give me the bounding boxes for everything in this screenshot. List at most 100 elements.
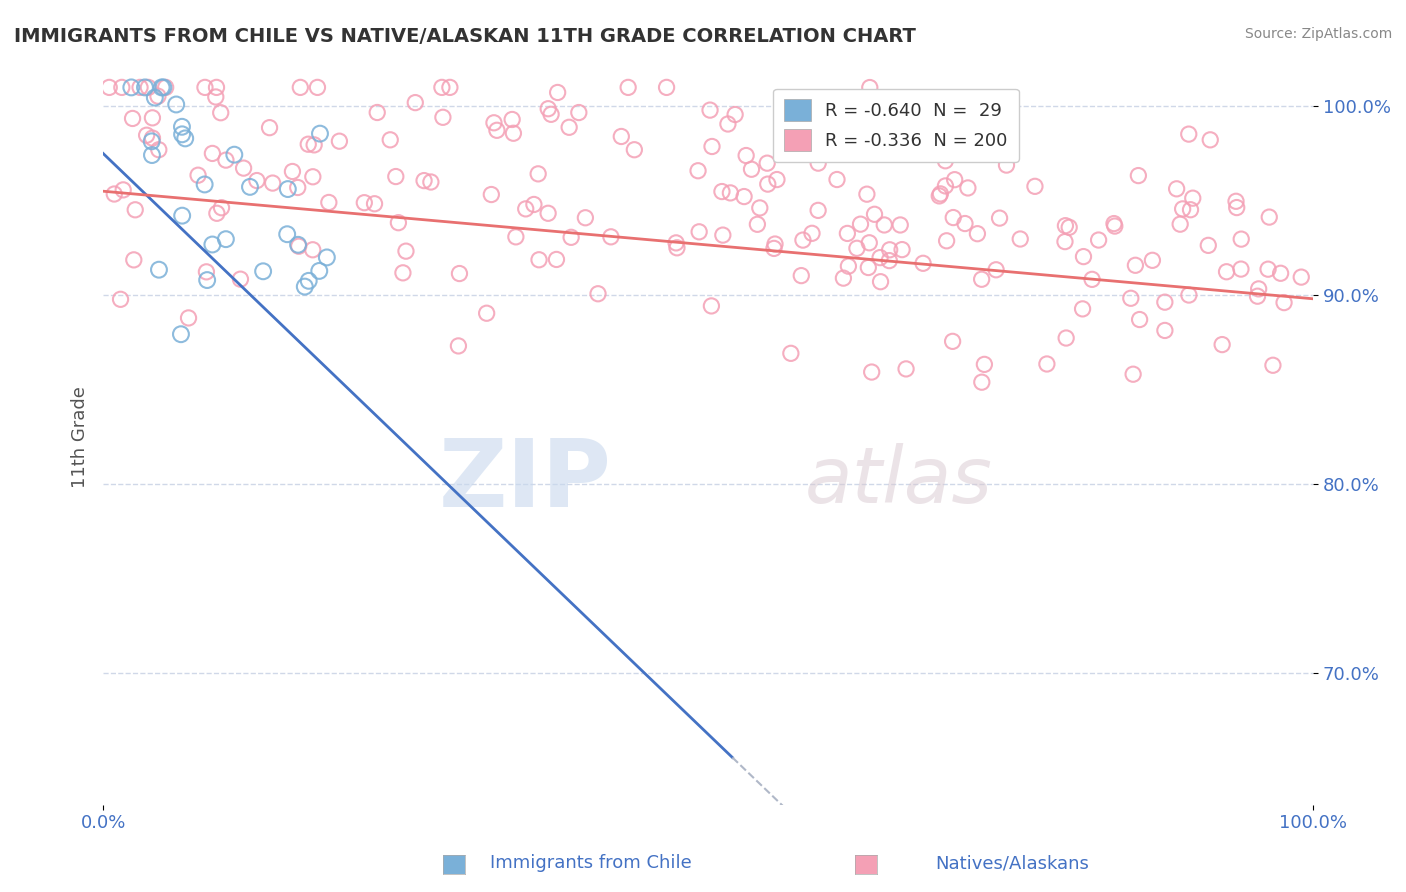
Point bbox=[211, 201, 233, 215]
Point bbox=[318, 195, 340, 210]
Point bbox=[560, 230, 582, 244]
Point bbox=[889, 218, 911, 232]
Point bbox=[1129, 312, 1152, 326]
Point bbox=[392, 266, 415, 280]
Point bbox=[984, 262, 1007, 277]
Point bbox=[747, 217, 769, 231]
Point bbox=[302, 169, 325, 184]
Point bbox=[617, 80, 640, 95]
Point bbox=[120, 80, 142, 95]
Point bbox=[699, 103, 721, 117]
Text: Natives/Alaskans: Natives/Alaskans bbox=[935, 855, 1090, 872]
Point bbox=[863, 207, 886, 221]
Point bbox=[956, 181, 979, 195]
Point bbox=[229, 272, 252, 286]
Point bbox=[194, 178, 217, 192]
Text: IMMIGRANTS FROM CHILE VS NATIVE/ALASKAN 11TH GRADE CORRELATION CHART: IMMIGRANTS FROM CHILE VS NATIVE/ALASKAN … bbox=[14, 27, 915, 45]
Text: Immigrants from Chile: Immigrants from Chile bbox=[489, 855, 692, 872]
Point bbox=[172, 209, 194, 223]
Point bbox=[482, 116, 505, 130]
Point bbox=[928, 189, 950, 203]
Point bbox=[700, 299, 723, 313]
Point bbox=[942, 211, 965, 225]
Point bbox=[395, 244, 418, 259]
Point bbox=[404, 95, 426, 110]
Point bbox=[141, 131, 163, 145]
Point bbox=[281, 164, 304, 178]
Point bbox=[845, 241, 868, 255]
Point bbox=[195, 273, 218, 287]
Point bbox=[298, 274, 321, 288]
Point bbox=[801, 227, 824, 241]
Point bbox=[129, 80, 152, 95]
Point bbox=[610, 129, 633, 144]
Point bbox=[1024, 179, 1046, 194]
Point bbox=[134, 80, 156, 95]
Point bbox=[328, 134, 350, 148]
Point bbox=[277, 182, 299, 196]
Point bbox=[430, 80, 453, 95]
Point bbox=[873, 126, 896, 140]
Point bbox=[141, 111, 163, 125]
Point bbox=[1178, 288, 1201, 302]
Point bbox=[1197, 238, 1219, 252]
Point bbox=[141, 134, 163, 148]
Point bbox=[894, 362, 917, 376]
Point bbox=[215, 232, 238, 246]
Point bbox=[710, 185, 733, 199]
Point bbox=[523, 197, 546, 211]
Point bbox=[287, 237, 309, 252]
Point bbox=[527, 167, 550, 181]
Point bbox=[479, 187, 502, 202]
Point bbox=[194, 80, 217, 95]
Point bbox=[449, 267, 471, 281]
Point bbox=[748, 201, 770, 215]
Point bbox=[148, 262, 170, 277]
Point bbox=[1180, 202, 1202, 217]
Point bbox=[1153, 295, 1175, 310]
Point bbox=[485, 123, 508, 137]
Point bbox=[146, 89, 169, 103]
Point bbox=[953, 217, 976, 231]
Point bbox=[807, 203, 830, 218]
Point bbox=[363, 196, 385, 211]
Point bbox=[832, 271, 855, 285]
Point bbox=[537, 206, 560, 220]
Point bbox=[1057, 220, 1080, 235]
Point bbox=[1247, 282, 1270, 296]
Point bbox=[195, 265, 218, 279]
Y-axis label: 11th Grade: 11th Grade bbox=[72, 385, 89, 488]
Point bbox=[1119, 291, 1142, 305]
Point bbox=[856, 187, 879, 202]
Point bbox=[766, 172, 789, 186]
Point bbox=[779, 346, 801, 360]
Point bbox=[995, 158, 1018, 172]
Point bbox=[869, 251, 891, 265]
Point bbox=[515, 202, 537, 216]
Point bbox=[825, 172, 848, 186]
Point bbox=[252, 264, 274, 278]
Point bbox=[174, 131, 197, 145]
Point bbox=[1246, 289, 1268, 303]
Point bbox=[215, 153, 238, 168]
Point bbox=[1125, 258, 1147, 272]
Point bbox=[790, 268, 813, 283]
Point bbox=[353, 195, 375, 210]
Point bbox=[124, 202, 146, 217]
Point bbox=[297, 137, 319, 152]
Point bbox=[439, 80, 461, 95]
Point bbox=[152, 80, 174, 95]
Point bbox=[859, 80, 882, 95]
Point bbox=[869, 275, 891, 289]
Point bbox=[121, 112, 143, 126]
Point bbox=[1128, 169, 1150, 183]
Point bbox=[287, 180, 309, 194]
Point bbox=[860, 365, 883, 379]
Point bbox=[413, 173, 436, 187]
Point bbox=[1171, 202, 1194, 216]
Point bbox=[366, 105, 388, 120]
Point bbox=[1225, 194, 1247, 209]
Point bbox=[1122, 368, 1144, 382]
Point bbox=[1258, 210, 1281, 224]
Point bbox=[890, 120, 912, 135]
